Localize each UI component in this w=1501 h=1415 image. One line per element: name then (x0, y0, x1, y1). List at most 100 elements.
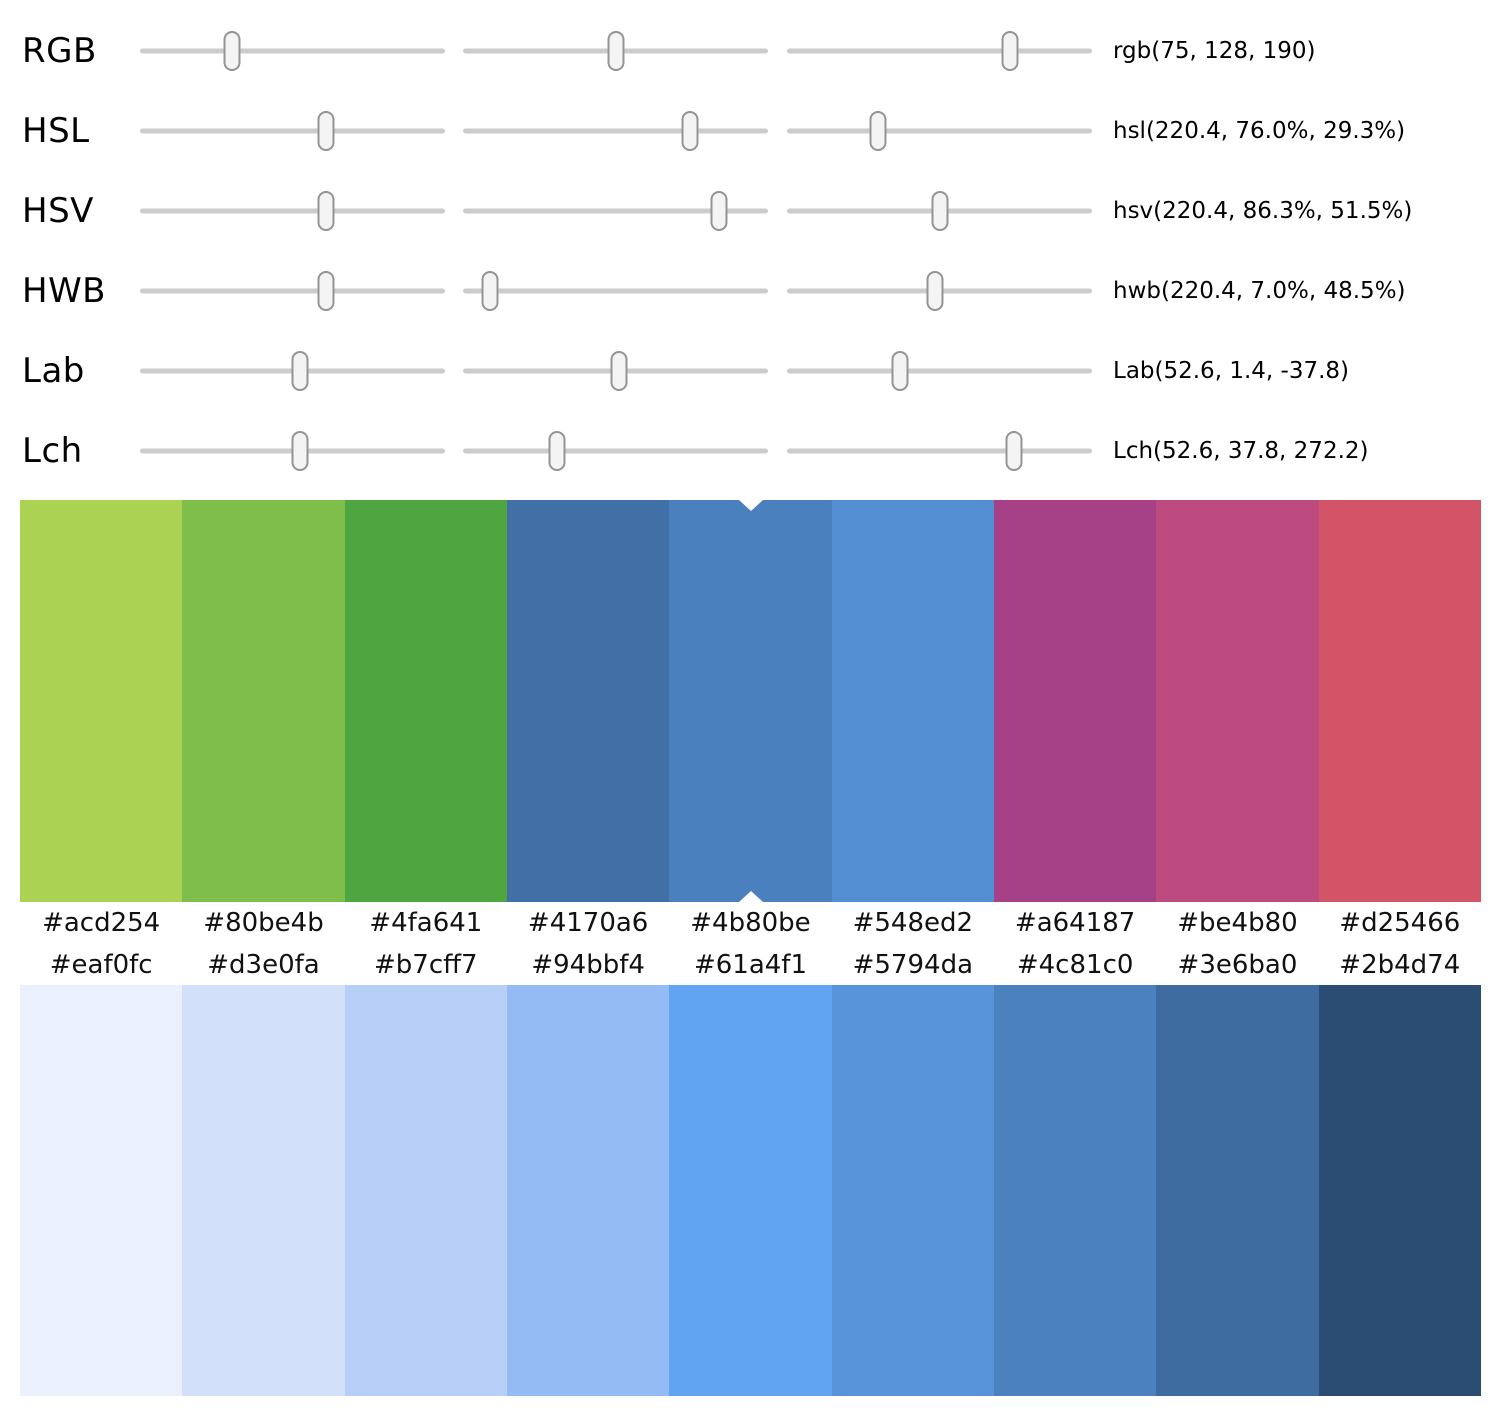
color-value-label: rgb(75, 128, 190) (1113, 38, 1316, 64)
palette-swatch[interactable] (1318, 985, 1481, 1396)
color-value-label: hsv(220.4, 86.3%, 51.5%) (1113, 198, 1413, 224)
slider-row-lab: Lab Lab(52.6, 1.4, -37.8) (0, 331, 1501, 411)
hue-hex-labels-row: #acd254 #80be4b #4fa641 #4170a6 #4b80be … (20, 902, 1481, 944)
slider-track[interactable] (463, 128, 768, 134)
slider-thumb[interactable] (317, 271, 335, 311)
hsl-channel-1-slider[interactable] (140, 91, 445, 171)
slider-track[interactable] (787, 128, 1092, 134)
rgb-channel-2-slider[interactable] (463, 11, 768, 91)
slider-thumb[interactable] (931, 191, 949, 231)
slider-thumb[interactable] (1005, 431, 1023, 471)
hex-label: #4b80be (690, 908, 811, 938)
slider-thumb[interactable] (548, 431, 566, 471)
hex-label: #4170a6 (527, 908, 649, 938)
lab-channel-3-slider[interactable] (787, 331, 1092, 411)
slider-thumb[interactable] (610, 351, 628, 391)
palette-swatch[interactable] (993, 500, 1157, 902)
lightness-palette-strip (20, 985, 1481, 1396)
color-value-label: Lab(52.6, 1.4, -37.8) (1113, 358, 1349, 384)
palette-swatch[interactable] (506, 500, 670, 902)
slider-thumb[interactable] (1001, 31, 1019, 71)
selected-swatch-marker-top (738, 500, 763, 511)
color-value-label: hsl(220.4, 76.0%, 29.3%) (1113, 118, 1406, 144)
rgb-channel-3-slider[interactable] (787, 11, 1092, 91)
slider-thumb[interactable] (223, 31, 240, 71)
slider-thumb[interactable] (317, 111, 335, 151)
rgb-channel-1-slider[interactable] (140, 11, 445, 91)
hex-label: #b7cff7 (374, 949, 478, 980)
slider-thumb[interactable] (710, 191, 728, 231)
palette-swatch[interactable] (669, 985, 832, 1396)
hwb-channel-2-slider[interactable] (463, 251, 768, 331)
palette-swatch[interactable] (831, 500, 994, 902)
hex-label: #61a4f1 (693, 949, 807, 980)
hex-label: #d3e0fa (207, 949, 320, 980)
palette-swatch[interactable] (20, 985, 183, 1396)
slider-track[interactable] (140, 48, 445, 54)
slider-track[interactable] (787, 448, 1092, 454)
hsv-channel-1-slider[interactable] (140, 171, 445, 251)
palette-swatch[interactable] (1318, 500, 1481, 902)
slider-thumb[interactable] (607, 31, 625, 71)
slider-track[interactable] (463, 288, 768, 294)
hex-label: #548ed2 (852, 908, 974, 938)
slider-thumb[interactable] (869, 111, 887, 151)
selected-swatch-marker-bottom (738, 891, 763, 902)
hsl-channel-2-slider[interactable] (463, 91, 768, 171)
palette-swatch[interactable] (344, 500, 507, 902)
hwb-channel-3-slider[interactable] (787, 251, 1092, 331)
color-model-label: HSV (22, 191, 94, 231)
hex-label: #d25466 (1339, 908, 1461, 938)
slider-thumb[interactable] (291, 351, 309, 391)
lab-channel-2-slider[interactable] (463, 331, 768, 411)
hsl-channel-3-slider[interactable] (787, 91, 1092, 171)
color-model-label: HWB (22, 271, 107, 311)
slider-track[interactable] (140, 288, 445, 294)
lch-channel-1-slider[interactable] (140, 411, 445, 491)
palette-swatch[interactable] (20, 500, 183, 902)
palette-swatch[interactable] (344, 985, 507, 1396)
slider-row-hwb: HWB hwb(220.4, 7.0%, 48.5%) (0, 251, 1501, 331)
hex-label: #4fa641 (369, 908, 483, 938)
slider-row-lch: Lch Lch(52.6, 37.8, 272.2) (0, 411, 1501, 491)
lch-channel-2-slider[interactable] (463, 411, 768, 491)
hex-label: #a64187 (1014, 908, 1136, 938)
slider-track[interactable] (140, 208, 445, 214)
palette-swatch[interactable] (1156, 985, 1319, 1396)
slider-thumb[interactable] (291, 431, 309, 471)
color-model-label: Lch (22, 431, 83, 471)
slider-track[interactable] (787, 368, 1092, 374)
palette-swatch[interactable] (993, 985, 1157, 1396)
color-model-label: HSL (22, 111, 90, 151)
hue-palette-strip (20, 500, 1481, 902)
hex-label: #eaf0fc (49, 949, 153, 980)
slider-thumb[interactable] (481, 271, 499, 311)
palette-swatch[interactable] (669, 500, 832, 902)
hex-label: #4c81c0 (1016, 949, 1134, 980)
color-model-label: RGB (22, 31, 97, 71)
slider-track[interactable] (463, 448, 768, 454)
slider-thumb[interactable] (891, 351, 909, 391)
lab-channel-1-slider[interactable] (140, 331, 445, 411)
hex-label: #3e6ba0 (1177, 949, 1298, 980)
hsv-channel-3-slider[interactable] (787, 171, 1092, 251)
slider-row-hsv: HSV hsv(220.4, 86.3%, 51.5%) (0, 171, 1501, 251)
hwb-channel-1-slider[interactable] (140, 251, 445, 331)
slider-track[interactable] (787, 48, 1092, 54)
palette-swatch[interactable] (1156, 500, 1319, 902)
palette-swatch[interactable] (182, 500, 345, 902)
hsv-channel-2-slider[interactable] (463, 171, 768, 251)
slider-track[interactable] (140, 128, 445, 134)
palette-swatch[interactable] (182, 985, 345, 1396)
slider-thumb[interactable] (681, 111, 699, 151)
lch-channel-3-slider[interactable] (787, 411, 1092, 491)
palette-swatch[interactable] (831, 985, 994, 1396)
hex-label: #be4b80 (1177, 908, 1298, 938)
slider-thumb[interactable] (926, 271, 944, 311)
hex-label: #94bbf4 (531, 949, 645, 980)
color-value-label: hwb(220.4, 7.0%, 48.5%) (1113, 278, 1406, 304)
slider-thumb[interactable] (317, 191, 335, 231)
palette-swatch[interactable] (506, 985, 670, 1396)
hex-label: #80be4b (203, 908, 324, 938)
slider-track[interactable] (463, 208, 768, 214)
